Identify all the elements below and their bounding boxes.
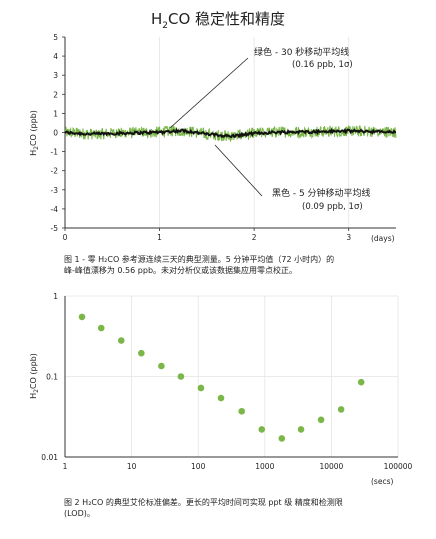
chart1-x-tick-label: 1 bbox=[157, 233, 162, 242]
chart1: -5 -4 -3 -2 -1 0 1 2 3 4 5 0 1 2 3 绿色 - 30 秒移动平均线 (0.… bbox=[29, 33, 397, 243]
chart2-data-point bbox=[278, 435, 286, 442]
chart2-x-tick-labels: 1 10 100 1000 10000 100000 bbox=[63, 462, 413, 471]
chart2-data-point bbox=[258, 426, 266, 433]
chart2-x-tick-label: 10000 bbox=[319, 462, 343, 471]
chart2-data-point bbox=[297, 426, 305, 433]
chart2-data-points bbox=[78, 313, 365, 442]
chart2-y-tick-label: 0.1 bbox=[46, 373, 58, 382]
annotation-black-label: 黑色 - 5 分钟移动平均线 bbox=[272, 187, 371, 199]
chart1-y-tick-label: -4 bbox=[51, 205, 59, 214]
chart1-y-tick-label: 2 bbox=[53, 90, 58, 99]
chart2-x-tick-label: 100 bbox=[191, 462, 206, 471]
chart2-x-tick-label: 1 bbox=[63, 462, 68, 471]
chart1-caption-line1: 图 1 - 零 H₂CO 参考源连续三天的典型测量。5 分钟平均值（72 小时内… bbox=[64, 255, 335, 264]
chart1-y-tick-label: 5 bbox=[53, 33, 58, 42]
chart2-x-unit: (secs) bbox=[371, 477, 393, 486]
chart2-gridlines bbox=[65, 295, 399, 457]
annotation-green-label: 绿色 - 30 秒移动平均线 bbox=[254, 46, 349, 58]
chart2-caption-line2: (LOD)。 bbox=[64, 509, 95, 518]
annotation-green-stat: (0.16 ppb, 1σ) bbox=[292, 60, 353, 70]
chart2-data-point bbox=[78, 313, 86, 321]
chart1-y-tick-label: 4 bbox=[53, 52, 58, 61]
chart1-y-tick-labels: -5 -4 -3 -2 -1 0 1 2 3 4 5 bbox=[51, 33, 59, 233]
chart2-data-point bbox=[217, 394, 225, 402]
chart1-y-tick-label: 3 bbox=[53, 71, 58, 80]
annotation-black-stat: (0.09 ppb, 1σ) bbox=[302, 202, 363, 212]
chart2-caption: 图 2 H₂CO 的典型艾伦标准偏差。更长的平均时间可实现 ppt 级 精度和检… bbox=[64, 497, 424, 519]
chart1-title: H2CO 稳定性和精度 bbox=[150, 10, 286, 31]
chart2-data-point bbox=[117, 337, 125, 344]
chart2-x-tick-label: 1000 bbox=[255, 462, 274, 471]
chart2-axes bbox=[64, 296, 398, 458]
series-black-5min-line bbox=[64, 127, 397, 139]
chart2-x-tick-label: 10 bbox=[127, 462, 137, 471]
chart2-data-point bbox=[357, 378, 365, 386]
chart1-x-unit: (days) bbox=[371, 234, 395, 243]
chart2-caption-line1: 图 2 H₂CO 的典型艾伦标准偏差。更长的平均时间可实现 ppt 级 精度和检… bbox=[64, 498, 343, 507]
chart1-x-tick-label: 3 bbox=[346, 233, 351, 242]
chart1-y-tick-label: -2 bbox=[51, 167, 59, 176]
series-green-30s-line bbox=[64, 125, 397, 142]
chart1-x-tick-label: 0 bbox=[63, 233, 68, 242]
chart1-y-tick-label: 0 bbox=[53, 129, 58, 138]
chart2-data-point bbox=[337, 406, 345, 413]
chart2-y-tick-labels: 0.01 0.1 1 bbox=[41, 292, 58, 462]
chart2-y-axis-label: H2CO (ppb) bbox=[29, 353, 40, 399]
chart1-x-tick-label: 2 bbox=[252, 233, 257, 242]
chart2-data-point bbox=[138, 349, 145, 357]
chart2-y-tick-label: 0.01 bbox=[41, 453, 58, 462]
chart1-y-tick-label: 1 bbox=[53, 109, 58, 118]
chart1-caption: 图 1 - 零 H₂CO 参考源连续三天的典型测量。5 分钟平均值（72 小时内… bbox=[64, 254, 424, 276]
annotation-green-leader bbox=[169, 57, 249, 129]
chart1-y-axis-label: H2CO (ppb) bbox=[29, 110, 40, 156]
chart2-y-tick-label: 1 bbox=[53, 292, 58, 301]
chart1-y-tick-label: -5 bbox=[51, 224, 59, 233]
chart2-data-point bbox=[158, 362, 165, 370]
chart1-caption-line2: 峰-峰值漂移为 0.56 ppb。未对分析仪或该数据集应用零点校正。 bbox=[64, 266, 298, 275]
chart1-x-tick-labels: 0 1 2 3 bbox=[63, 233, 352, 242]
chart2-data-point bbox=[197, 384, 205, 392]
chart2-data-point bbox=[177, 373, 185, 380]
chart2-data-point bbox=[97, 324, 105, 332]
chart2-data-point bbox=[317, 416, 325, 424]
chart1-y-tick-label: -3 bbox=[51, 186, 59, 195]
chart1-y-tick-label: -1 bbox=[51, 148, 59, 157]
chart2-data-point bbox=[238, 407, 246, 415]
chart2-x-tick-label: 100000 bbox=[384, 462, 413, 471]
annotation-black-leader bbox=[214, 144, 263, 197]
chart2: 0.01 0.1 1 1 10 100 1000 10000 100000 (secs) H2… bbox=[29, 292, 413, 486]
